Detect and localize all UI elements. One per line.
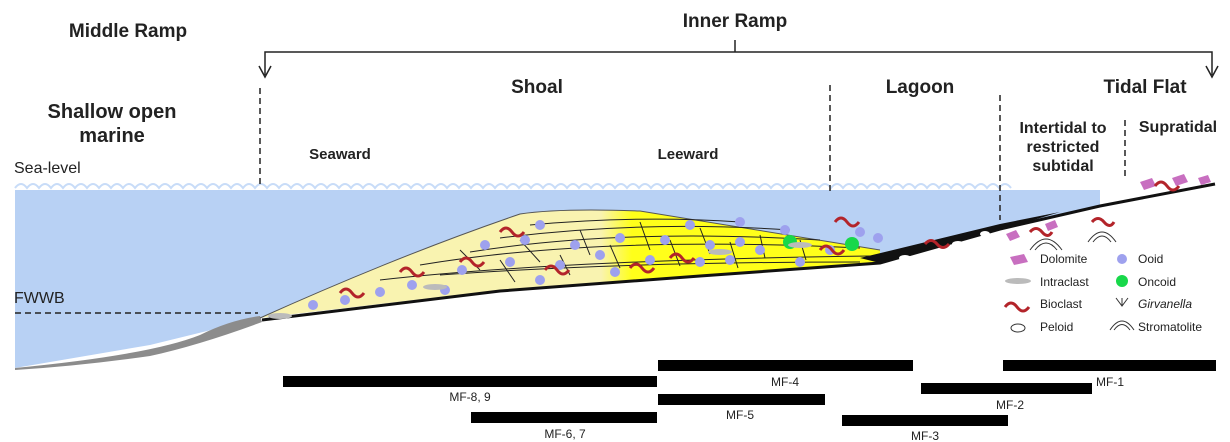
grain — [457, 265, 467, 275]
grain — [595, 250, 605, 260]
grain — [535, 275, 545, 285]
microfacies-label: MF-8, 9 — [449, 390, 490, 404]
legend-label: Ooid — [1138, 252, 1163, 266]
grain — [845, 237, 859, 251]
grain — [660, 235, 670, 245]
grain — [708, 249, 732, 255]
ramp-label: Middle Ramp — [69, 21, 187, 43]
grain — [535, 220, 545, 230]
environment-label: Shallow open marine — [32, 100, 192, 148]
grain — [855, 227, 865, 237]
subenvironment-label: Seaward — [309, 146, 371, 163]
grain — [570, 240, 580, 250]
microfacies-label: MF-1 — [1096, 375, 1124, 389]
grain — [735, 237, 745, 247]
grain — [407, 280, 417, 290]
grain — [308, 300, 318, 310]
grain — [788, 242, 812, 248]
sea-level-waves — [15, 184, 1011, 188]
grain — [645, 255, 655, 265]
legend-label: Stromatolite — [1138, 320, 1202, 334]
diagram-art — [0, 0, 1230, 442]
grain — [610, 267, 620, 277]
subenvironment-label: Leeward — [658, 146, 719, 163]
subenvironment-label: Supratidal — [1139, 119, 1217, 137]
environment-label: Lagoon — [886, 77, 955, 99]
inner-ramp-bracket — [259, 40, 1218, 77]
legend-label: Dolomite — [1040, 252, 1087, 266]
grain — [423, 284, 447, 290]
grain — [340, 295, 350, 305]
grain — [795, 257, 805, 267]
ramp-label: Inner Ramp — [683, 11, 788, 33]
grain — [780, 225, 790, 235]
level-label: FWWB — [14, 290, 65, 308]
microfacies-label: MF-6, 7 — [544, 427, 585, 441]
grain — [375, 287, 385, 297]
grain — [685, 220, 695, 230]
grain — [480, 240, 490, 250]
microfacies-label: MF-5 — [726, 408, 754, 422]
grain — [755, 245, 765, 255]
subenvironment-label: Intertidal to restricted subtidal — [1007, 119, 1119, 176]
legend-label: Peloid — [1040, 320, 1073, 334]
grain — [268, 313, 292, 319]
grain — [520, 235, 530, 245]
grain — [873, 233, 883, 243]
diagram: Middle Ramp Inner Ramp Shallow open mari… — [0, 0, 1230, 442]
environment-label: Shoal — [511, 77, 563, 99]
legend-label: Oncoid — [1138, 275, 1176, 289]
microfacies-label: MF-3 — [911, 429, 939, 442]
microfacies-label: MF-2 — [996, 398, 1024, 412]
legend-label: Girvanella — [1138, 297, 1192, 311]
legend-label: Bioclast — [1040, 297, 1082, 311]
legend-label: Intraclast — [1040, 275, 1089, 289]
grain — [705, 240, 715, 250]
grain — [735, 217, 745, 227]
environment-label: Tidal Flat — [1103, 77, 1186, 99]
grain — [695, 257, 705, 267]
grain — [505, 257, 515, 267]
level-label: Sea-level — [14, 160, 81, 178]
grain — [615, 233, 625, 243]
microfacies-label: MF-4 — [771, 375, 799, 389]
grain — [725, 255, 735, 265]
